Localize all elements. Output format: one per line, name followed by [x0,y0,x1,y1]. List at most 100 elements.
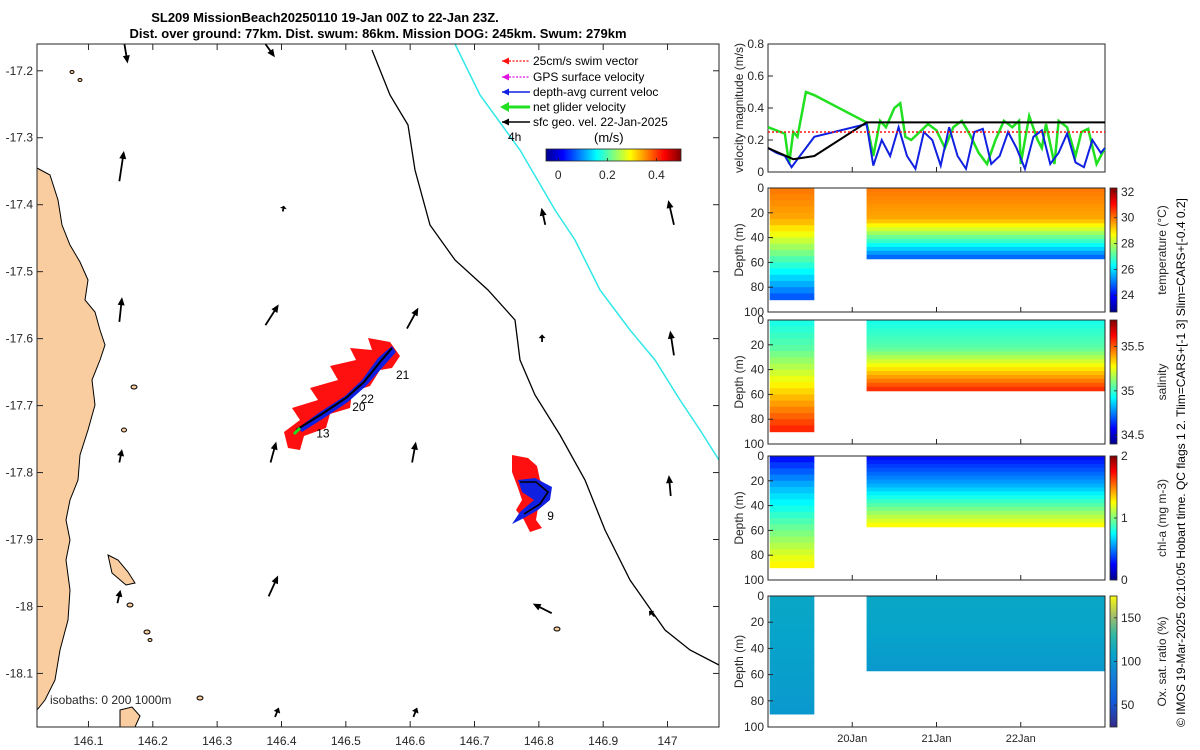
profile-cell [866,351,1105,356]
profile-cell [769,357,815,364]
current-vector-band [512,478,552,524]
geo-vector-shaft [264,307,277,326]
profile-cell [866,363,1105,368]
day-label: 20 [352,400,366,414]
profile-cell [866,483,1105,489]
profile-cell [769,225,815,232]
profile-cell [866,339,1105,345]
glider-track-segment-1 [284,338,400,450]
profile-cell [866,510,1105,516]
geo-vector-head [411,307,419,317]
profile-cell [866,604,1105,610]
depth-tick-label: 20 [751,615,765,629]
geo-velocity-vectors [115,44,675,718]
profile-cell [769,206,815,214]
profile-cell [866,239,1105,244]
profile-cell [769,511,815,519]
profile-cell [769,256,815,263]
depth-axis-label: Depth (m) [732,223,746,276]
profile-cell [769,287,815,294]
velocity-y-axis: 0 0.2 0.4 0.6 0.8 [747,37,773,179]
legend-label-current: depth-avg current veloc [533,85,658,99]
profile-cell [769,549,815,556]
isobath-1000m [454,44,719,461]
profile-cell [769,661,815,669]
profile-cell [769,700,815,708]
profile-cell [866,471,1105,477]
colorbar-label: salinity [1155,364,1169,401]
title-line-2: Dist. over ground: 77km. Dist. swum: 86k… [129,26,626,41]
profile-cell [769,687,815,695]
profile-cell [866,386,1105,392]
island [119,706,141,727]
geo-vector-shaft [118,155,125,182]
colorbar-tick-label: 30 [1121,211,1135,225]
profile-cell [866,323,1105,329]
depth-tick-label: 60 [751,387,765,401]
profile-cell [866,654,1105,659]
profile-cell [769,596,815,604]
profile-cell [769,524,815,531]
depth-tick-label: 100 [744,720,764,734]
profile-cell [866,522,1105,528]
profile-cell [769,363,815,371]
coastline-land [37,167,106,711]
colorbar-label: chl-a (mg m-3) [1155,479,1169,557]
profile-cell [769,369,815,377]
profile-cell [769,406,815,414]
profile-cell [866,463,1105,469]
depth-tick-label: 60 [751,668,765,682]
profile-cell [866,203,1105,209]
profile-cell [866,331,1105,337]
geo-vector-head [411,441,418,451]
colorbar-label: (m/s) [594,130,624,145]
profile-cell [769,707,815,715]
profile-cell [866,250,1105,256]
day-label: 13 [316,427,330,441]
profile-cell [769,530,815,538]
speed-colorbar [545,148,682,162]
depth-tick-label: 60 [751,523,765,537]
colorbar-tick-label: 34.5 [1121,428,1145,442]
profile-cell [769,622,815,630]
map-ytick-label: -18.1 [6,666,34,680]
depth-tick-label: 80 [751,694,765,708]
geo-vector-head [117,297,125,306]
time-tick-label: 21Jan [922,733,952,745]
profile-cell [866,378,1105,384]
legend-label-swim: 25cm/s swim vector [533,54,638,68]
geo-vector-head [267,48,275,58]
geo-vector-head [117,449,125,457]
velocity-ytick-label: 0 [757,165,764,179]
colorbar-tick-label: 0 [1121,573,1128,587]
profile-cell [769,654,815,663]
colorbar-tick-label: 0.2 [599,168,616,182]
legend-label-geo: sfc geo. vel. 22-Jan-2025 [533,115,668,129]
colorbar-tick-label: 24 [1121,288,1135,302]
map-xtick-label: 146.3 [202,734,232,748]
profile-cell [769,250,815,257]
depth-tick-label: 100 [744,437,764,451]
depth-tick-label: 40 [751,231,765,245]
profile-cell [769,200,815,208]
profile-cell [866,507,1105,512]
velocity-ytick-label: 0.2 [747,133,764,147]
profile-cell [769,419,815,426]
colorbar-label: temperature (°C) [1155,205,1169,295]
profile-cell [866,518,1105,524]
geo-vector-head [666,475,674,484]
colorbar-tick-label: 32 [1121,185,1135,199]
geo-vector-head [539,207,547,217]
map-ytick-label: -18 [16,599,34,613]
profile-cell [866,355,1105,360]
colorbar-label: Ox. sat. ratio (%) [1155,616,1169,706]
depth-tick-label: 0 [757,181,764,195]
legend-interval: 4h [508,130,521,144]
depth-tick-label: 80 [751,280,765,294]
profile-cell [866,235,1105,240]
profile-cell [769,694,815,702]
profile-cell [866,223,1105,228]
island [121,427,127,433]
speed-colorbar-ticks: 0 0.2 0.4 [555,158,665,182]
